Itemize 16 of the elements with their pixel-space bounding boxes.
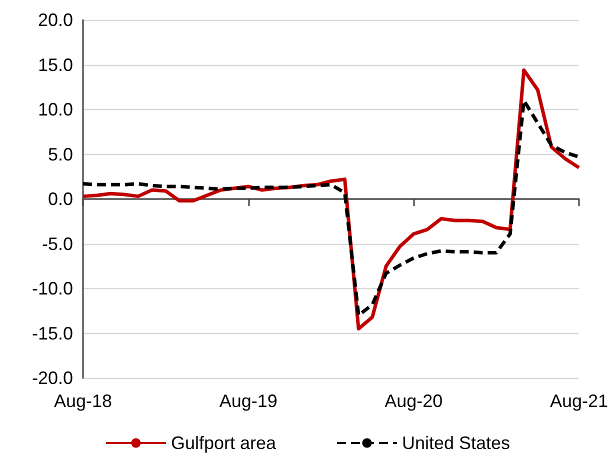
y-tick-label: -5.0 <box>42 234 73 254</box>
x-tick-label: Aug-21 <box>550 391 608 411</box>
x-tick-label: Aug-18 <box>54 391 112 411</box>
legend-label: Gulfport area <box>170 433 277 453</box>
y-tick-label: -20.0 <box>32 368 73 388</box>
y-tick-label: 15.0 <box>38 54 73 75</box>
line-series <box>81 98 581 318</box>
legend-label: United States <box>402 433 510 453</box>
y-tick-label: 20.0 <box>38 10 73 30</box>
y-tick-label: -10.0 <box>32 278 73 298</box>
x-tick-label: Aug-19 <box>219 391 278 411</box>
y-tick-label: 10.0 <box>38 100 73 120</box>
y-tick-label: -15.0 <box>32 323 73 344</box>
y-tick-label: 0.0 <box>48 189 73 209</box>
x-tick-label: Aug-20 <box>384 391 443 411</box>
y-tick-label: 5.0 <box>48 144 73 164</box>
